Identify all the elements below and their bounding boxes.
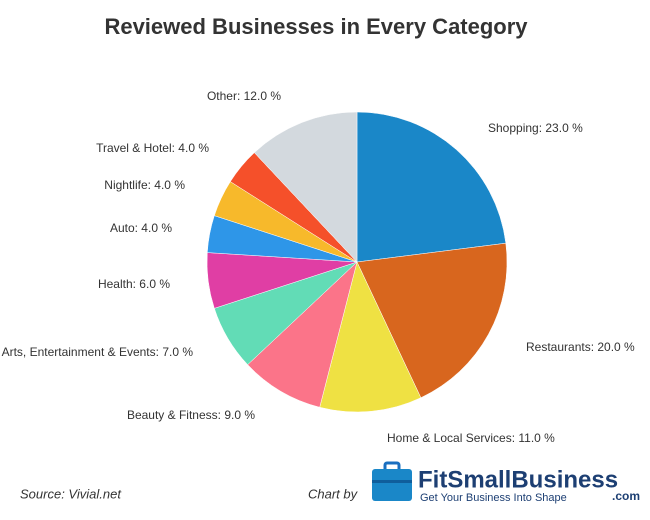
brand-suffix: .com — [612, 489, 640, 503]
slice-label: Auto: 4.0 % — [110, 221, 172, 235]
slice-label: Health: 6.0 % — [98, 277, 170, 291]
slice-label: Restaurants: 20.0 % — [526, 340, 635, 354]
chart-title: Reviewed Businesses in Every Category — [104, 14, 528, 39]
pie-slice — [247, 261, 358, 408]
pie-slice — [356, 242, 508, 399]
slice-label: Travel & Hotel: 4.0 % — [96, 141, 209, 155]
slice-label: Home & Local Services: 11.0 % — [387, 431, 555, 445]
slice-label: Beauty & Fitness: 9.0 % — [127, 408, 255, 422]
slice-label: Shopping: 23.0 % — [488, 121, 583, 135]
pie-slice — [356, 111, 507, 263]
pie-slice — [319, 261, 422, 413]
brand: FitSmallBusiness — [418, 466, 618, 493]
logo-icon — [372, 461, 412, 501]
pie-slice — [253, 111, 358, 263]
slice-label: Other: 12.0 % — [207, 89, 281, 103]
slice-label: Nightlife: 4.0 % — [104, 178, 185, 192]
credit: Chart by — [308, 486, 359, 501]
slice-label: Arts, Entertainment & Events: 7.0 % — [2, 345, 194, 359]
source: Source: Vivial.net — [20, 486, 122, 501]
tagline: Get Your Business Into Shape — [420, 492, 567, 504]
